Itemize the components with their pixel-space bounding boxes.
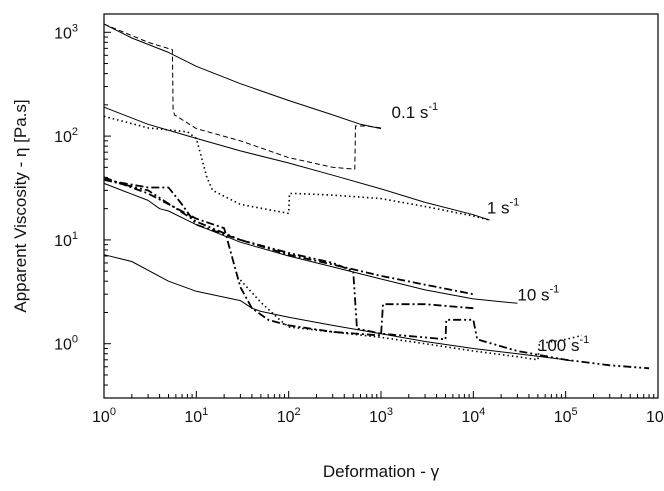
series-line-1 [103, 23, 382, 130]
y-axis-title: Apparent Viscosity - η [Pa.s] [11, 99, 30, 312]
x-tick-label: 102 [277, 406, 301, 426]
rate-label-1: 0.1 s-1 [392, 101, 439, 122]
x-tick-label: 100 [92, 406, 116, 426]
rate-label-3: 10 s-1 [517, 284, 559, 305]
series-line-2 [103, 23, 382, 170]
series-line-9 [103, 254, 574, 362]
series-line-7 [103, 176, 474, 337]
rate-label-2: 1 s-1 [487, 196, 519, 217]
y-tick-label: 103 [54, 22, 78, 42]
y-tick-label: 102 [54, 126, 78, 146]
y-tick-label: 100 [54, 334, 78, 354]
rate-label-4: 100 s-1 [538, 334, 589, 355]
annotation-layer: 0.1 s-1 1 s-1 10 s-1 100 s-1 [392, 101, 590, 355]
x-tick-label: 106 [646, 406, 664, 426]
series-layer [103, 23, 650, 370]
x-axis-title: Deformation - γ [323, 462, 440, 481]
x-tick-label: 101 [184, 406, 208, 426]
tick-layer: 100 101 102 103 104 105 106 100 101 102 103 [54, 22, 664, 426]
x-tick-label: 103 [369, 406, 393, 426]
series-line-8 [103, 178, 650, 370]
y-tick-label: 101 [54, 230, 78, 250]
x-tick-label: 104 [461, 406, 485, 426]
series-line-3 [103, 106, 490, 221]
x-tick-label: 105 [554, 406, 578, 426]
series-line-5 [103, 182, 518, 304]
